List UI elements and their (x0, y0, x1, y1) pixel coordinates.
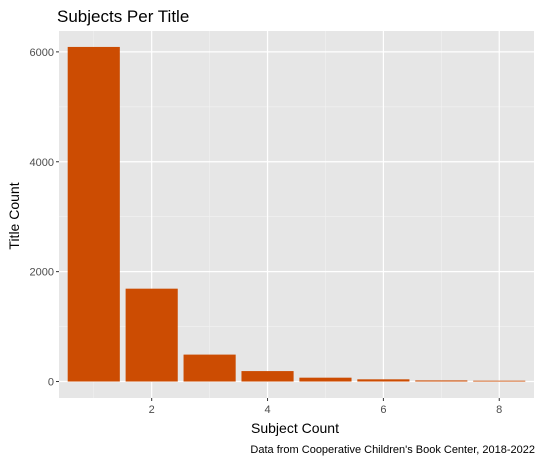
x-tick-label: 8 (496, 404, 502, 416)
bar-2 (125, 288, 178, 382)
bar-5 (299, 377, 352, 382)
x-tick-label: 6 (380, 404, 386, 416)
chart-title: Subjects Per Title (57, 7, 189, 26)
bar-8 (473, 380, 526, 382)
bars (67, 46, 526, 382)
y-tick-label: 0 (48, 377, 54, 389)
x-axis: 2 4 6 8 (149, 398, 502, 416)
y-tick-label: 6000 (30, 47, 54, 59)
y-axis: 0 2000 4000 6000 (30, 47, 59, 389)
bar-3 (183, 354, 236, 382)
chart-caption: Data from Cooperative Children's Book Ce… (250, 444, 535, 456)
y-tick-label: 4000 (30, 157, 54, 169)
bar-1 (67, 46, 120, 382)
y-axis-title: Title Count (6, 182, 22, 249)
bar-6 (357, 379, 410, 382)
bar-7 (415, 380, 468, 382)
x-axis-title: Subject Count (251, 420, 339, 436)
y-tick-label: 2000 (30, 267, 54, 279)
bar-4 (241, 371, 294, 382)
x-tick-label: 2 (149, 404, 155, 416)
x-tick-label: 4 (264, 404, 270, 416)
